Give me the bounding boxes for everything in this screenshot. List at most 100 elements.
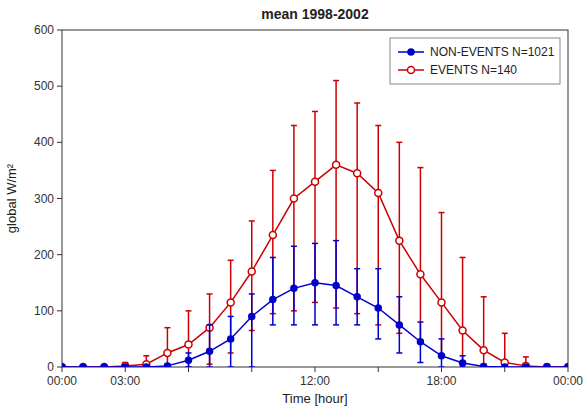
y-tick-label: 300: [34, 192, 54, 206]
point: [143, 364, 149, 367]
point: [375, 305, 381, 311]
error-cap: [502, 333, 508, 335]
error-cap: [186, 352, 192, 354]
point: [417, 271, 424, 278]
point: [80, 364, 87, 368]
x-tick: [378, 367, 379, 372]
title: mean 1998-2002: [261, 6, 369, 22]
error-cap: [270, 170, 276, 172]
error-bar: [272, 257, 274, 324]
point: [502, 364, 508, 367]
point: [290, 195, 297, 202]
point: [481, 363, 487, 367]
error-cap: [228, 260, 234, 262]
y-tick: [57, 142, 62, 143]
error-cap: [228, 316, 234, 318]
y-tick-label: 500: [34, 79, 54, 93]
error-cap: [354, 102, 360, 104]
legend-box: [390, 38, 560, 84]
y-tick-label: 600: [34, 23, 54, 37]
point: [333, 283, 339, 289]
x-tick-label: 18:00: [426, 374, 456, 388]
error-cap: [143, 355, 149, 357]
error-cap: [291, 245, 297, 247]
error-cap: [439, 338, 445, 340]
legend-marker: [408, 49, 414, 55]
y-tick: [57, 254, 62, 255]
x-tick: [251, 367, 252, 372]
y-axis-label: global W/m²: [4, 163, 19, 233]
error-cap: [186, 366, 192, 367]
error-cap: [186, 366, 192, 367]
point: [164, 363, 170, 367]
chart: 00:0003:0012:0018:0000:00010020030040050…: [0, 0, 584, 413]
point: [354, 294, 360, 300]
point: [565, 364, 568, 367]
point: [122, 362, 129, 367]
y-tick: [57, 367, 62, 368]
point: [544, 364, 550, 367]
plot-area: [62, 81, 568, 367]
error-bar: [167, 328, 169, 367]
x-tick: [125, 367, 126, 372]
point: [417, 339, 423, 345]
error-cap: [249, 293, 255, 295]
point: [459, 327, 466, 334]
point: [207, 348, 213, 354]
x-tick: [441, 367, 442, 372]
point: [565, 364, 569, 368]
error-cap: [164, 327, 170, 329]
point: [186, 357, 192, 363]
point: [543, 364, 550, 368]
error-cap: [354, 268, 360, 270]
error-cap: [312, 324, 318, 326]
point: [312, 178, 319, 185]
x-tick-label: 03:00: [110, 374, 140, 388]
plot-frame: [62, 30, 568, 367]
point: [228, 336, 234, 342]
y-tick-label: 400: [34, 135, 54, 149]
point: [480, 347, 487, 354]
x-tick-label: 12:00: [300, 374, 330, 388]
error-cap: [270, 257, 276, 259]
y-tick: [57, 30, 62, 31]
point: [396, 237, 403, 244]
point: [269, 232, 276, 239]
point: [439, 353, 445, 359]
y-tick: [57, 310, 62, 311]
error-bar: [251, 294, 253, 367]
error-cap: [333, 240, 339, 242]
error-cap: [354, 324, 360, 326]
error-cap: [396, 296, 402, 298]
error-cap: [333, 80, 339, 82]
error-cap: [396, 142, 402, 144]
error-cap: [228, 366, 234, 367]
legend-label: EVENTS N=140: [430, 63, 517, 77]
error-cap: [207, 324, 213, 326]
error-cap: [207, 366, 213, 367]
y-tick: [57, 86, 62, 87]
error-cap: [460, 355, 466, 357]
series: [62, 81, 568, 367]
error-bar: [420, 168, 422, 342]
error-cap: [439, 366, 445, 367]
error-cap: [333, 324, 339, 326]
point: [396, 322, 402, 328]
x-tick-label: 00:00: [47, 374, 77, 388]
error-cap: [186, 310, 192, 312]
point: [62, 364, 65, 367]
error-bar: [441, 213, 443, 355]
error-cap: [270, 324, 276, 326]
y-tick-label: 200: [34, 248, 54, 262]
error-bar: [483, 297, 485, 367]
point: [291, 285, 297, 291]
point: [375, 189, 382, 196]
error-cap: [207, 293, 213, 295]
point: [249, 313, 255, 319]
legend-label: NON-EVENTS N=1021: [430, 45, 555, 59]
error-cap: [460, 257, 466, 259]
error-cap: [439, 212, 445, 214]
x-tick: [568, 367, 569, 372]
error-bar: [462, 257, 464, 362]
point: [80, 364, 86, 367]
